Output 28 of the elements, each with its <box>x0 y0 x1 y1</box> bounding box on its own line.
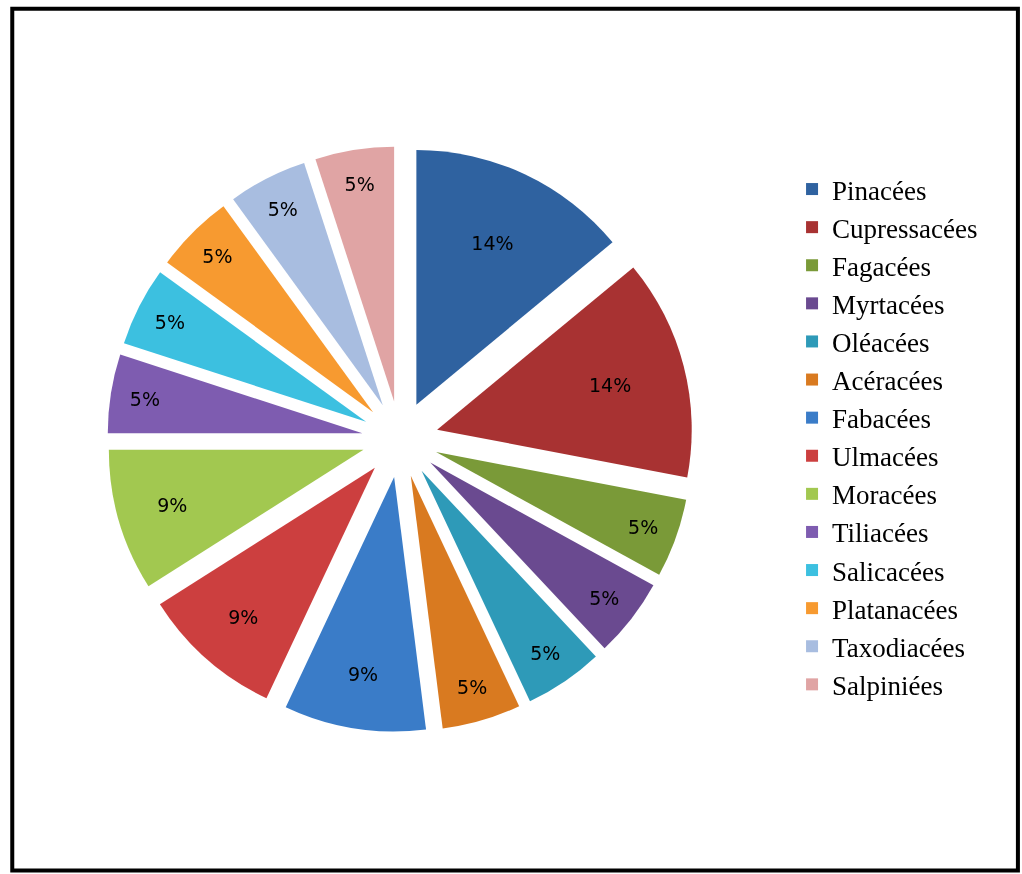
legend-label: Pinacées <box>832 175 927 206</box>
legend-label: Myrtacées <box>832 289 945 320</box>
data-label: 5% <box>457 676 488 699</box>
legend-label: Ulmacées <box>832 442 939 473</box>
data-label: 14% <box>471 232 514 255</box>
data-label: 9% <box>228 606 259 629</box>
data-label: 9% <box>347 662 379 685</box>
legend-label: Moracées <box>832 480 937 511</box>
legend-label: Platanacées <box>832 594 958 625</box>
legend-label: Taxodiacées <box>832 632 966 663</box>
legend-label: Acéracées <box>832 366 943 397</box>
legend-label: Oléacées <box>832 327 930 358</box>
data-label: 14% <box>588 374 632 397</box>
legend-label: Salpiniées <box>832 670 944 701</box>
data-label: 5% <box>202 245 233 268</box>
data-label: 5% <box>530 641 561 664</box>
legend-label: Tiliacées <box>832 518 929 549</box>
legend-label: Fagacées <box>832 251 931 282</box>
data-label: 5% <box>628 515 659 538</box>
data-label: 9% <box>157 494 188 517</box>
legend-label: Fabacées <box>832 404 931 435</box>
data-label: 5% <box>129 387 161 410</box>
data-label: 5% <box>154 310 185 333</box>
legend-label: Cupressacées <box>832 213 978 244</box>
data-label: 5% <box>267 197 298 220</box>
legend-label: Salicacées <box>832 556 945 587</box>
data-label: 5% <box>344 173 375 195</box>
data-label: 5% <box>589 586 620 609</box>
